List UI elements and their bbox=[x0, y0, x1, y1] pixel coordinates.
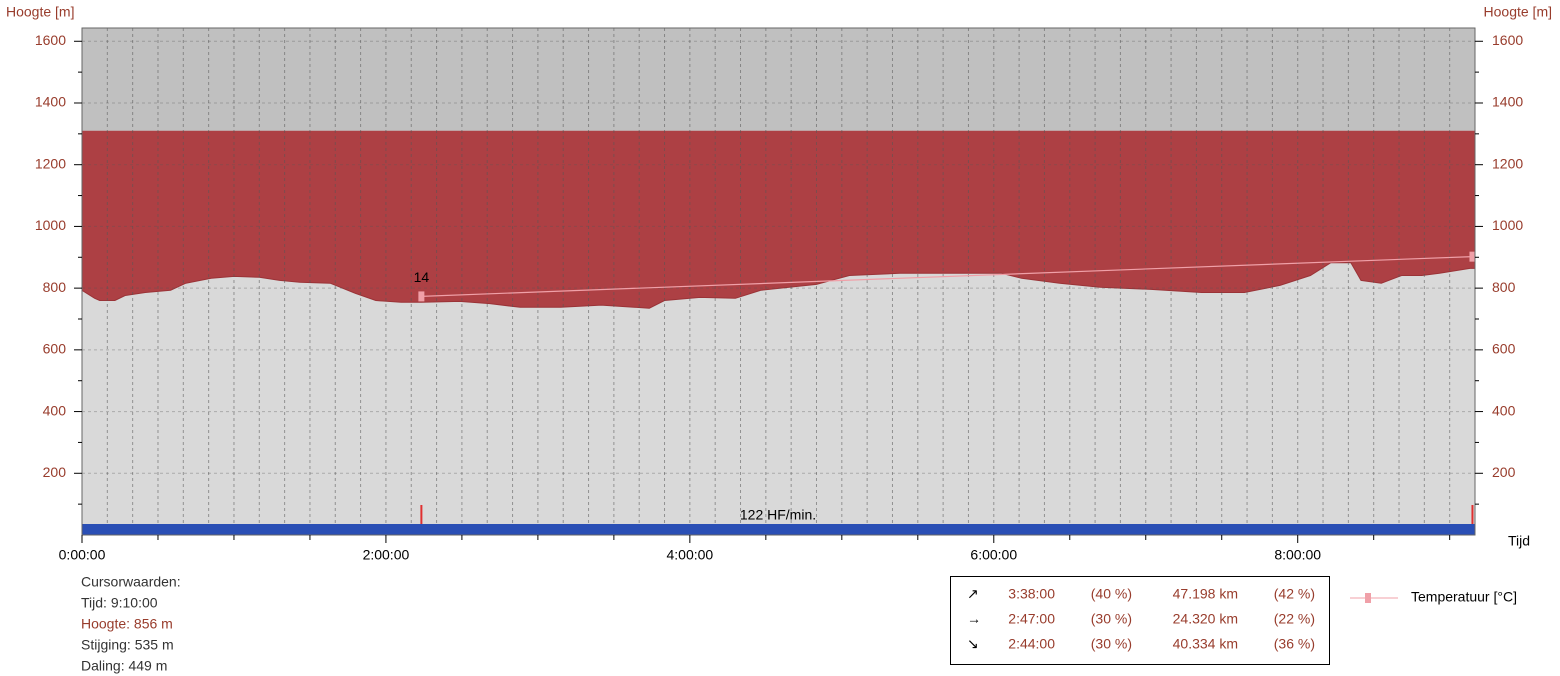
cursor-height: Hoogte: 856 m bbox=[81, 616, 173, 632]
stats-distance-pct: (22 %) bbox=[1274, 611, 1315, 627]
y-tick-label: 400 bbox=[43, 402, 67, 418]
plot-frame bbox=[81, 27, 1476, 536]
y-tick-label: 1200 bbox=[35, 155, 66, 171]
y-axis-label: Hoogte [m] bbox=[6, 4, 74, 20]
y-tick-label: 1400 bbox=[35, 94, 66, 110]
x-tick-label: 8:00:00 bbox=[1274, 547, 1321, 563]
stats-box bbox=[950, 576, 1330, 665]
y2-tick-label: 800 bbox=[1492, 279, 1516, 295]
y-tick-label: 1600 bbox=[35, 32, 66, 48]
stats-time-pct: (40 %) bbox=[1091, 586, 1132, 602]
y-tick-label: 200 bbox=[43, 464, 67, 480]
cursor-title: Cursorwaarden: bbox=[81, 574, 181, 590]
stats-time: 2:44:00 bbox=[1008, 636, 1055, 652]
stats-distance: 47.198 km bbox=[1173, 586, 1238, 602]
stats-symbol: ↗ bbox=[967, 586, 979, 602]
y-tick-label: 600 bbox=[43, 341, 67, 357]
elevation-line bbox=[81, 262, 1475, 309]
stats-symbol: → bbox=[967, 611, 981, 627]
y-tick-label: 800 bbox=[43, 279, 67, 295]
upper-band bbox=[82, 28, 1475, 131]
legend-label: Temperatuur [°C] bbox=[1411, 589, 1517, 605]
y2-tick-label: 1400 bbox=[1492, 94, 1523, 110]
stats-time: 2:47:00 bbox=[1008, 611, 1055, 627]
data-label: 14 bbox=[414, 269, 430, 285]
elevation-area bbox=[82, 130, 1475, 309]
x-axis-label: Tijd bbox=[1508, 533, 1530, 549]
stats-distance-pct: (36 %) bbox=[1274, 636, 1315, 652]
cursor-values: Cursorwaarden: Tijd: 9:10:00 Hoogte: 856… bbox=[81, 574, 181, 674]
y2-axis-label: Hoogte [m] bbox=[1484, 4, 1552, 20]
stats-time-pct: (30 %) bbox=[1091, 636, 1132, 652]
y2-tick-label: 1600 bbox=[1492, 32, 1523, 48]
x-tick-label: 6:00:00 bbox=[970, 547, 1017, 563]
heart-rate-label: 122 HF/min. bbox=[740, 507, 816, 523]
legend-marker bbox=[1365, 593, 1371, 603]
temperature-line bbox=[421, 256, 1473, 297]
stats-distance-pct: (42 %) bbox=[1274, 586, 1315, 602]
x-tick-label: 0:00:00 bbox=[59, 547, 106, 563]
cursor-time: Tijd: 9:10:00 bbox=[81, 595, 158, 611]
x-tick-label: 2:00:00 bbox=[363, 547, 410, 563]
y2-tick-label: 400 bbox=[1492, 402, 1516, 418]
stats-distance: 40.334 km bbox=[1173, 636, 1238, 652]
y2-tick-label: 200 bbox=[1492, 464, 1516, 480]
temperature-marker bbox=[418, 291, 425, 302]
cursor-descent: Daling: 449 m bbox=[81, 658, 167, 674]
y2-tick-label: 600 bbox=[1492, 341, 1516, 357]
heart-rate-band bbox=[82, 524, 1475, 535]
stats-time: 3:38:00 bbox=[1008, 586, 1055, 602]
stats-symbol: ↘ bbox=[967, 636, 979, 652]
stats-distance: 24.320 km bbox=[1173, 611, 1238, 627]
cursor-ascent: Stijging: 535 m bbox=[81, 637, 174, 653]
stats-time-pct: (30 %) bbox=[1091, 611, 1132, 627]
y-tick-label: 1000 bbox=[35, 217, 66, 233]
x-tick-label: 4:00:00 bbox=[666, 547, 713, 563]
y2-tick-label: 1200 bbox=[1492, 155, 1523, 171]
temperature-marker bbox=[1469, 251, 1476, 262]
y2-tick-label: 1000 bbox=[1492, 217, 1523, 233]
